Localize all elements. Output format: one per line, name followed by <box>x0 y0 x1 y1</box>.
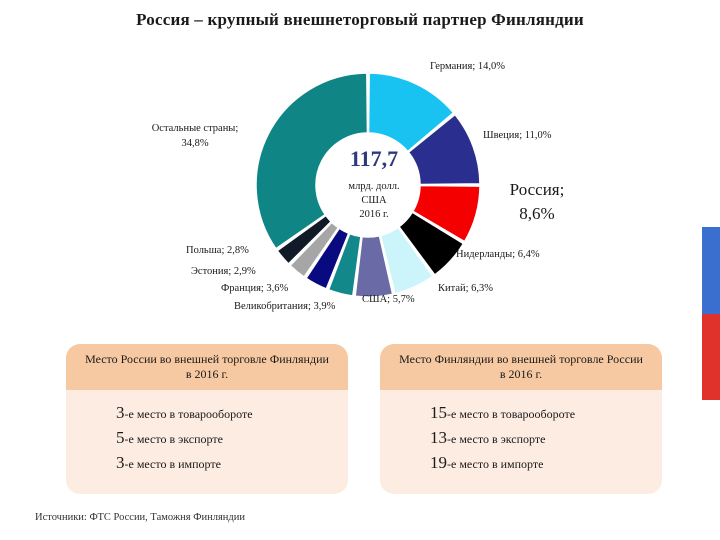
rank-text: -е место в товарообороте <box>447 407 576 421</box>
slice-франция <box>304 227 350 290</box>
slice-label-франция: Франция; 3,6% <box>221 283 289 294</box>
rank-number: 15 <box>430 403 447 422</box>
flag-stripe-red <box>702 313 720 401</box>
rank-number: 13 <box>430 428 447 447</box>
slice-эстония <box>289 221 340 279</box>
slice-остальные-страны <box>255 72 369 250</box>
slice-великобритания <box>327 232 362 297</box>
slice-нидерланды <box>397 211 465 276</box>
rank-row: 5-е место в экспорте <box>116 425 348 450</box>
flag-decoration <box>702 140 720 401</box>
center-unit-line-3: 2016 г. <box>359 209 388 220</box>
flag-stripe-blue <box>702 226 720 314</box>
slice-китай <box>379 226 434 295</box>
slice-польша <box>276 214 333 265</box>
rank-row: 13-е место в экспорте <box>430 425 662 450</box>
slice-россия <box>411 184 481 243</box>
slice-label-сша: США; 5,7% <box>362 294 415 305</box>
rank-row: 15-е место в товарообороте <box>430 400 662 425</box>
slice-value-россия: 8,6% <box>519 204 554 223</box>
slice-label-германия: Германия; 14,0% <box>430 61 505 72</box>
slice-label-россия: Россия; <box>510 180 565 199</box>
rank-row: 3-е место в товарообороте <box>116 400 348 425</box>
slice-швеция <box>407 113 481 186</box>
slice-label-польша: Польша; 2,8% <box>186 245 249 256</box>
slice-label-швеция: Швеция; 11,0% <box>483 130 552 141</box>
panel-heading: Место России во внешней торговле Финлянд… <box>66 344 348 390</box>
finland-rank-panel: Место Финляндии во внешней торговле Росс… <box>380 344 662 494</box>
rank-row: 19-е место в импорте <box>430 450 662 475</box>
slice-value-остальные-страны: 34,8% <box>181 138 208 149</box>
rank-text: -е место в импорте <box>124 457 221 471</box>
slice-сша <box>354 234 394 298</box>
rank-text: -е место в экспорте <box>124 432 223 446</box>
slice-германия <box>367 72 455 153</box>
rank-number: 5 <box>116 428 125 447</box>
slice-label-нидерланды: Нидерланды; 6,4% <box>456 249 540 260</box>
panel-body: 3-е место в товарообороте 5-е место в эк… <box>66 390 348 494</box>
center-unit-line-1: млрд. долл. <box>348 181 399 192</box>
rank-text: -е место в импорте <box>447 457 544 471</box>
page-title: Россия – крупный внешнеторговый партнер … <box>136 10 584 29</box>
rank-number: 19 <box>430 453 447 472</box>
rank-row: 3-е место в импорте <box>116 450 348 475</box>
center-value: 117,7 <box>350 146 398 171</box>
russia-rank-panel: Место России во внешней торговле Финлянд… <box>66 344 348 494</box>
slice-label-китай: Китай; 6,3% <box>438 283 493 294</box>
panel-body: 15-е место в товарообороте 13-е место в … <box>380 390 662 494</box>
donut-chart: Германия; 14,0% Швеция; 11,0% Россия; 8,6% Н… <box>152 61 565 312</box>
slice-label-эстония: Эстония; 2,9% <box>191 266 256 277</box>
rank-text: -е место в товарообороте <box>124 407 253 421</box>
flag-stripe-white <box>702 140 720 227</box>
panel-heading: Место Финляндии во внешней торговле Росс… <box>380 344 662 390</box>
slice-label-остальные-страны: Остальные страны; <box>152 123 239 134</box>
rank-text: -е место в экспорте <box>447 432 546 446</box>
source-note: Источники: ФТС России, Таможня Финляндии <box>35 512 246 523</box>
center-unit-line-2: США <box>361 195 387 206</box>
rank-number: 3 <box>116 453 125 472</box>
rank-number: 3 <box>116 403 125 422</box>
slice-label-великобритания: Великобритания; 3,9% <box>234 301 336 312</box>
